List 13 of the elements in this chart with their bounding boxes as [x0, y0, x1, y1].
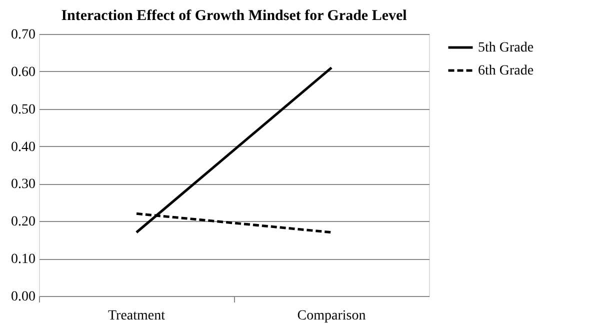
y-tick-label: 0.10 — [11, 252, 36, 268]
y-tick-label: 0.50 — [11, 102, 36, 118]
y-tick-label: 0.70 — [11, 28, 36, 42]
legend-label: 5th Grade — [478, 40, 534, 56]
y-tick-label: 0.60 — [11, 64, 36, 80]
legend-label: 6th Grade — [478, 64, 534, 78]
y-tick-label: 0.40 — [11, 140, 36, 155]
x-tick-label: Treatment — [108, 308, 166, 324]
x-tick-label: Comparison — [297, 308, 366, 324]
chart-title: Interaction Effect of Growth Mindset for Grade Level — [61, 8, 407, 24]
y-tick-label: 0.00 — [11, 290, 36, 304]
y-tick-label: 0.20 — [11, 214, 36, 230]
y-tick-label: 0.30 — [11, 177, 36, 192]
